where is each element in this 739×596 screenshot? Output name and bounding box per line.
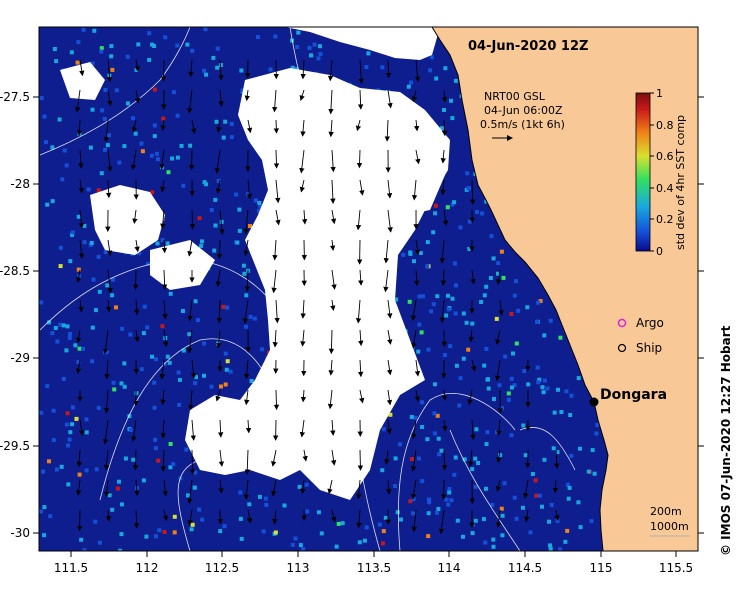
x-axis (71, 551, 676, 557)
colorbar-label: std dev of 4hr SST comp (674, 115, 687, 250)
current-time: 04-Jun 06:00Z (484, 104, 563, 117)
colorbar-tick: 0.6 (656, 150, 674, 163)
dongara-marker (590, 398, 599, 407)
ship-label: Ship (636, 341, 662, 355)
contour-label-200: 200m (650, 505, 682, 518)
x-tick-label: 114.5 (508, 561, 542, 575)
y-tick-labels: -27.5 -28 -28.5 -29 -29.5 -30 (0, 90, 30, 540)
colorbar-tick: 0.2 (656, 213, 674, 226)
y-tick-label: -30 (10, 526, 30, 540)
x-tick-label: 111.5 (54, 561, 88, 575)
argo-label: Argo (636, 316, 664, 330)
x-tick-label: 113.5 (357, 561, 391, 575)
dongara-label: Dongara (600, 387, 667, 403)
x-tick-label: 113 (287, 561, 310, 575)
map-title: 04-Jun-2020 12Z (468, 39, 588, 54)
x-tick-label: 112 (136, 561, 159, 575)
x-tick-label: 115 (590, 561, 613, 575)
x-tick-label: 114 (438, 561, 461, 575)
colorbar-tick: 0.8 (656, 119, 674, 132)
colorbar-tick: 0 (656, 245, 663, 258)
colorbar-tick: 0.4 (656, 182, 674, 195)
colorbar-ramp (636, 93, 650, 251)
x-tick-labels: 111.5 112 112.5 113 113.5 114 114.5 115 … (54, 561, 693, 575)
y-tick-label: -29 (10, 351, 30, 365)
x-tick-label: 112.5 (205, 561, 239, 575)
credit-text: © IMOS 07-Jun-2020 12:27 Hobart (719, 325, 733, 556)
current-scale: 0.5m/s (1kt 6h) (480, 118, 565, 131)
x-tick-label: 115.5 (659, 561, 693, 575)
contour-label-1000: 1000m (650, 520, 689, 533)
y-tick-label: -29.5 (0, 439, 30, 453)
colorbar-tick: 1 (656, 87, 663, 100)
y-tick-label: -28 (10, 177, 30, 191)
y-tick-label: -28.5 (0, 264, 30, 278)
current-source: NRT00 GSL (484, 90, 546, 103)
y-tick-label: -27.5 (0, 90, 30, 104)
